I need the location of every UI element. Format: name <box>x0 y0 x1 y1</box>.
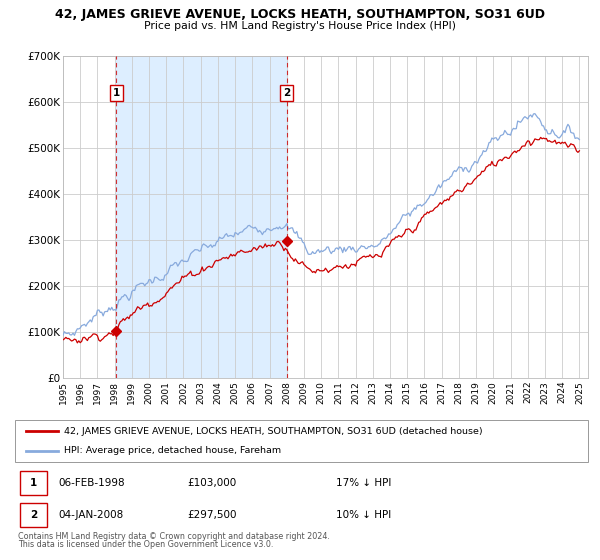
Text: 10% ↓ HPI: 10% ↓ HPI <box>336 510 391 520</box>
Text: 2: 2 <box>283 88 290 98</box>
Text: 1: 1 <box>30 478 37 488</box>
Text: This data is licensed under the Open Government Licence v3.0.: This data is licensed under the Open Gov… <box>18 540 274 549</box>
Text: Price paid vs. HM Land Registry's House Price Index (HPI): Price paid vs. HM Land Registry's House … <box>144 21 456 31</box>
FancyBboxPatch shape <box>20 470 47 495</box>
Text: Contains HM Land Registry data © Crown copyright and database right 2024.: Contains HM Land Registry data © Crown c… <box>18 532 330 541</box>
Text: £103,000: £103,000 <box>187 478 236 488</box>
Text: 17% ↓ HPI: 17% ↓ HPI <box>336 478 391 488</box>
Text: 1: 1 <box>113 88 120 98</box>
Text: 42, JAMES GRIEVE AVENUE, LOCKS HEATH, SOUTHAMPTON, SO31 6UD: 42, JAMES GRIEVE AVENUE, LOCKS HEATH, SO… <box>55 8 545 21</box>
Text: 06-FEB-1998: 06-FEB-1998 <box>58 478 125 488</box>
Text: 42, JAMES GRIEVE AVENUE, LOCKS HEATH, SOUTHAMPTON, SO31 6UD (detached house): 42, JAMES GRIEVE AVENUE, LOCKS HEATH, SO… <box>64 427 482 436</box>
Text: £297,500: £297,500 <box>187 510 236 520</box>
Bar <box>116 56 287 378</box>
FancyBboxPatch shape <box>15 420 588 462</box>
Text: 04-JAN-2008: 04-JAN-2008 <box>58 510 123 520</box>
Text: 2: 2 <box>30 510 37 520</box>
Text: HPI: Average price, detached house, Fareham: HPI: Average price, detached house, Fare… <box>64 446 281 455</box>
FancyBboxPatch shape <box>20 503 47 528</box>
